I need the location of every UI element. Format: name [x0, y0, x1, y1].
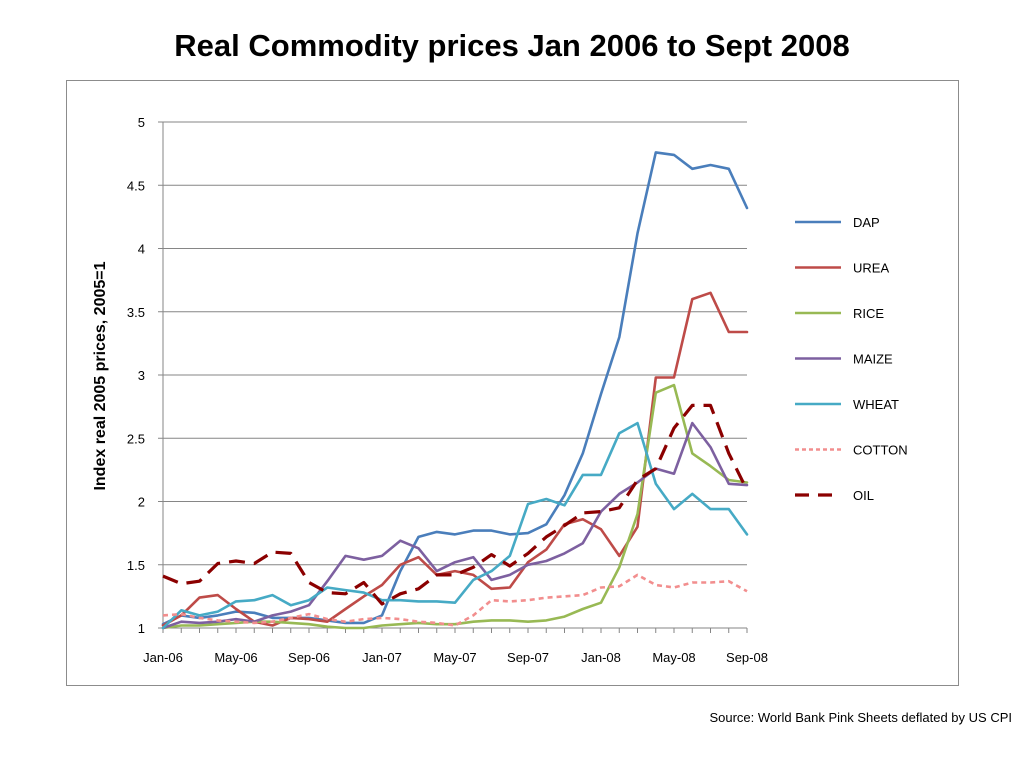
x-tick-label: May-06 [214, 650, 257, 665]
y-axis-label: Index real 2005 prices, 2005=1 [92, 261, 109, 490]
series-line-wheat [161, 421, 749, 630]
series-line-dap [161, 151, 749, 626]
x-tick-label: May-07 [433, 650, 476, 665]
y-tick-label: 3.5 [127, 305, 145, 320]
series-line-oil [162, 403, 749, 606]
x-tick-label: May-08 [652, 650, 695, 665]
x-tick-label: Sep-07 [507, 650, 549, 665]
y-tick-label: 2.5 [127, 431, 145, 446]
series-line-rice [161, 383, 749, 630]
x-tick-label: Jan-06 [143, 650, 183, 665]
y-tick-label: 3 [138, 368, 145, 383]
y-axis: 1 1.5 2 2.5 3 3.5 4 4.5 5 [127, 115, 164, 636]
legend-label-maize: MAIZE [853, 352, 893, 367]
x-axis: Jan-06 May-06 Sep-06 Jan-07 May-07 Sep-07 Jan-… [143, 627, 768, 665]
x-tick-label: Jan-07 [362, 650, 402, 665]
x-tick-label: Jan-08 [581, 650, 621, 665]
y-tick-label: 5 [138, 115, 145, 130]
page-title: Real Commodity prices Jan 2006 to Sept 2… [174, 28, 850, 63]
series-lines [161, 151, 749, 630]
legend-label-oil: OIL [853, 488, 874, 503]
legend-label-urea: UREA [853, 261, 889, 276]
chart-frame: 1 1.5 2 2.5 3 3.5 4 4.5 5 Jan-06 May-06 Sep-06 Jan-… [66, 80, 959, 686]
y-tick-label: 2 [138, 495, 145, 510]
y-tick-label: 1.5 [127, 558, 145, 573]
series-line-maize [161, 421, 749, 630]
line-chart: 11.522.533.544.55 Jan-06 May-06 Sep-06 Jan-… [92, 115, 908, 665]
y-tick-label: 4 [138, 242, 145, 257]
series-line-cotton [162, 573, 748, 627]
legend: DAP UREA RICE MAIZE WHEAT COTTON OIL [795, 215, 908, 503]
legend-label-rice: RICE [853, 306, 884, 321]
source-note: Source: World Bank Pink Sheets deflated … [709, 710, 1012, 725]
y-tick-label: 1 [138, 621, 145, 636]
legend-label-wheat: WHEAT [853, 397, 899, 412]
legend-label-cotton: COTTON [853, 443, 908, 458]
grid-lines [163, 121, 747, 629]
y-tick-label: 4.5 [127, 178, 145, 193]
x-tick-label: Sep-08 [726, 650, 768, 665]
x-tick-label: Sep-06 [288, 650, 330, 665]
legend-label-dap: DAP [853, 215, 880, 230]
